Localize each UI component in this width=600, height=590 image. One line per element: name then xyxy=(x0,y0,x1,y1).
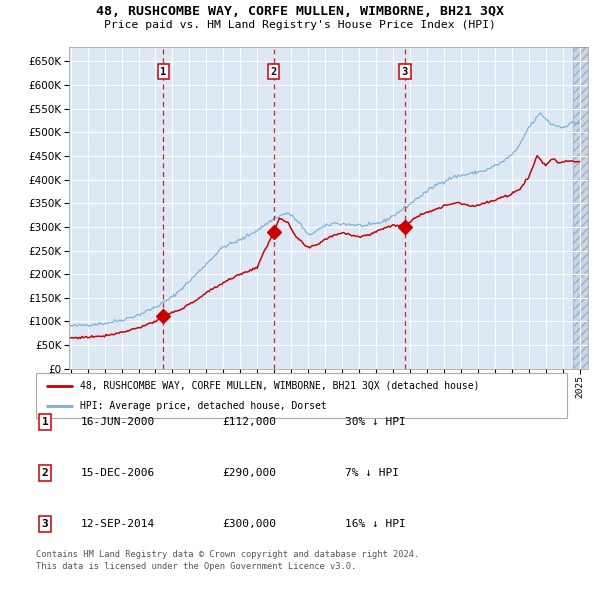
Text: 12-SEP-2014: 12-SEP-2014 xyxy=(81,519,155,529)
Text: 3: 3 xyxy=(401,67,408,77)
Text: £300,000: £300,000 xyxy=(222,519,276,529)
Text: 30% ↓ HPI: 30% ↓ HPI xyxy=(345,417,406,427)
FancyBboxPatch shape xyxy=(36,373,567,418)
Text: 48, RUSHCOMBE WAY, CORFE MULLEN, WIMBORNE, BH21 3QX: 48, RUSHCOMBE WAY, CORFE MULLEN, WIMBORN… xyxy=(96,5,504,18)
Text: 15-DEC-2006: 15-DEC-2006 xyxy=(81,468,155,478)
Text: HPI: Average price, detached house, Dorset: HPI: Average price, detached house, Dors… xyxy=(80,401,326,411)
Text: 16-JUN-2000: 16-JUN-2000 xyxy=(81,417,155,427)
Text: This data is licensed under the Open Government Licence v3.0.: This data is licensed under the Open Gov… xyxy=(36,562,356,571)
Bar xyxy=(573,47,588,369)
Text: 16% ↓ HPI: 16% ↓ HPI xyxy=(345,519,406,529)
Text: 2: 2 xyxy=(271,67,277,77)
Text: 7% ↓ HPI: 7% ↓ HPI xyxy=(345,468,399,478)
Text: 1: 1 xyxy=(160,67,166,77)
Text: 3: 3 xyxy=(41,519,49,529)
Text: 48, RUSHCOMBE WAY, CORFE MULLEN, WIMBORNE, BH21 3QX (detached house): 48, RUSHCOMBE WAY, CORFE MULLEN, WIMBORN… xyxy=(80,381,479,391)
Text: £290,000: £290,000 xyxy=(222,468,276,478)
Text: £112,000: £112,000 xyxy=(222,417,276,427)
Text: 2: 2 xyxy=(41,468,49,478)
Text: 1: 1 xyxy=(41,417,49,427)
Text: Contains HM Land Registry data © Crown copyright and database right 2024.: Contains HM Land Registry data © Crown c… xyxy=(36,550,419,559)
Text: Price paid vs. HM Land Registry's House Price Index (HPI): Price paid vs. HM Land Registry's House … xyxy=(104,20,496,30)
